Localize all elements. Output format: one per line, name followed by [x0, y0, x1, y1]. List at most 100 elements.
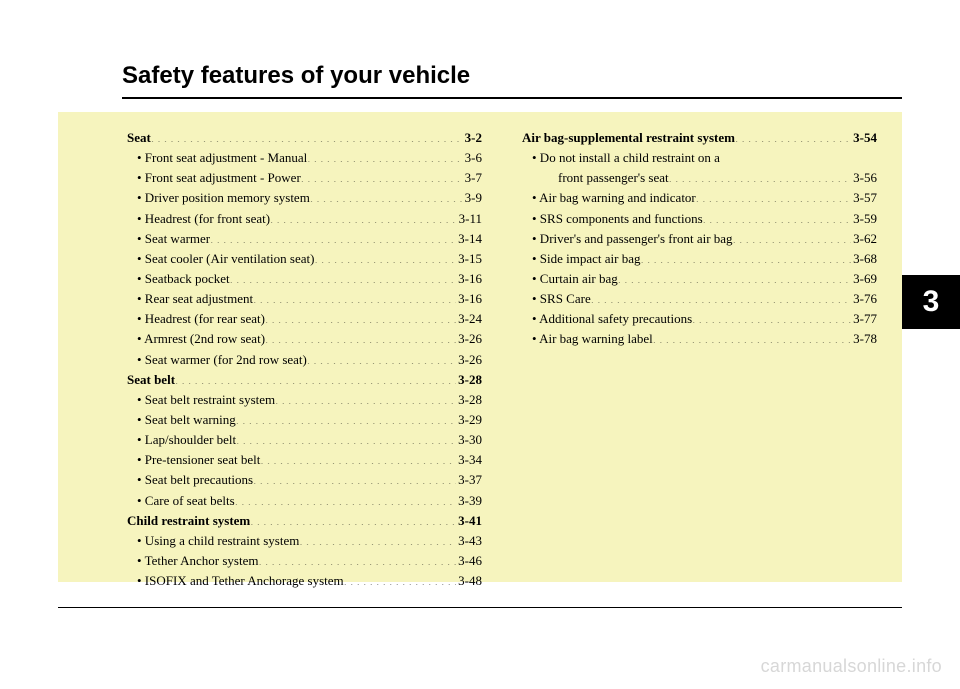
toc-leader-dots	[696, 189, 851, 202]
toc-label: • Seat belt warning	[137, 410, 236, 430]
toc-page-number: 3-41	[456, 511, 482, 531]
toc-entry: • Front seat adjustment - Power3-7	[127, 168, 482, 188]
toc-leader-dots	[175, 371, 456, 384]
toc-page-number: 3-69	[851, 269, 877, 289]
toc-column-right: Air bag-supplemental restraint system 3-…	[522, 128, 877, 591]
toc-page-number: 3-37	[456, 470, 482, 490]
toc-label: • SRS components and functions	[532, 209, 703, 229]
toc-entry: • Driver position memory system 3-9	[127, 188, 482, 208]
toc-entry: • Armrest (2nd row seat) 3-26	[127, 329, 482, 349]
toc-label: • Air bag warning label	[532, 329, 653, 349]
toc-leader-dots	[275, 391, 456, 404]
toc-leader-dots	[301, 169, 463, 182]
toc-page-number: 3-34	[456, 450, 482, 470]
toc-label: • Seat cooler (Air ventilation seat)	[137, 249, 314, 269]
title-underline	[122, 97, 902, 99]
toc-entry: Seat3-2	[127, 128, 482, 148]
toc-leader-dots	[253, 290, 456, 303]
watermark-text: carmanualsonline.info	[761, 656, 942, 677]
toc-leader-dots	[307, 351, 456, 364]
toc-label: • Care of seat belts	[137, 491, 235, 511]
toc-entry: • Additional safety precautions 3-77	[522, 309, 877, 329]
toc-entry: • SRS Care 3-76	[522, 289, 877, 309]
toc-entry: • ISOFIX and Tether Anchorage system 3-4…	[127, 571, 482, 591]
toc-entry: • Seat cooler (Air ventilation seat) 3-1…	[127, 249, 482, 269]
toc-label: Air bag-supplemental restraint system	[522, 128, 735, 148]
toc-leader-dots	[253, 471, 456, 484]
toc-leader-dots	[692, 310, 851, 323]
toc-columns: Seat3-2• Front seat adjustment - Manual …	[127, 128, 877, 591]
toc-label: • Additional safety precautions	[532, 309, 692, 329]
toc-label: • Air bag warning and indicator	[532, 188, 696, 208]
toc-label: • Tether Anchor system	[137, 551, 258, 571]
toc-leader-dots	[310, 189, 463, 202]
toc-label: • Pre-tensioner seat belt	[137, 450, 260, 470]
toc-entry: • Driver's and passenger's front air bag…	[522, 229, 877, 249]
toc-page-number: 3-77	[851, 309, 877, 329]
toc-page-number: 3-30	[456, 430, 482, 450]
toc-entry: • Headrest (for front seat) 3-11	[127, 209, 482, 229]
toc-label: • Headrest (for rear seat)	[137, 309, 265, 329]
toc-entry: • Do not install a child restraint on a	[522, 148, 877, 168]
toc-entry: • Seat belt warning 3-29	[127, 410, 482, 430]
toc-label: • ISOFIX and Tether Anchorage system	[137, 571, 344, 591]
toc-column-left: Seat3-2• Front seat adjustment - Manual …	[127, 128, 482, 591]
toc-label: • Rear seat adjustment	[137, 289, 253, 309]
toc-page-number: 3-24	[456, 309, 482, 329]
toc-page-number: 3-16	[456, 269, 482, 289]
toc-label: • SRS Care	[532, 289, 591, 309]
toc-leader-dots	[299, 532, 456, 545]
toc-page-number: 3-2	[463, 128, 482, 148]
toc-entry: front passenger's seat 3-56	[522, 168, 877, 188]
toc-page-number: 3-43	[456, 531, 482, 551]
toc-page-number: 3-26	[456, 350, 482, 370]
toc-label: • Headrest (for front seat)	[137, 209, 270, 229]
toc-entry: • SRS components and functions 3-59	[522, 209, 877, 229]
toc-page-number: 3-28	[456, 390, 482, 410]
toc-leader-dots	[258, 552, 456, 565]
toc-label: • Using a child restraint system	[137, 531, 299, 551]
toc-entry: • Air bag warning and indicator3-57	[522, 188, 877, 208]
toc-label: front passenger's seat	[558, 168, 669, 188]
toc-entry: • Pre-tensioner seat belt 3-34	[127, 450, 482, 470]
toc-page-number: 3-6	[463, 148, 482, 168]
toc-entry: • Curtain air bag 3-69	[522, 269, 877, 289]
toc-entry: • Seatback pocket 3-16	[127, 269, 482, 289]
toc-page-number: 3-29	[456, 410, 482, 430]
toc-label: • Driver's and passenger's front air bag	[532, 229, 733, 249]
toc-leader-dots	[265, 330, 456, 343]
toc-entry: • Tether Anchor system 3-46	[127, 551, 482, 571]
toc-label: • Seatback pocket	[137, 269, 230, 289]
chapter-tab: 3	[902, 275, 960, 329]
toc-page-number: 3-39	[456, 491, 482, 511]
toc-entry: • Air bag warning label 3-78	[522, 329, 877, 349]
toc-leader-dots	[733, 230, 852, 243]
toc-page-number: 3-26	[456, 329, 482, 349]
footer-rule	[58, 607, 902, 608]
toc-leader-dots	[250, 512, 456, 525]
toc-leader-dots	[270, 210, 457, 223]
toc-leader-dots	[210, 230, 456, 243]
toc-entry: • Seat warmer (for 2nd row seat) 3-26	[127, 350, 482, 370]
toc-entry: • Headrest (for rear seat) 3-24	[127, 309, 482, 329]
toc-leader-dots	[669, 169, 852, 182]
toc-page-number: 3-76	[851, 289, 877, 309]
toc-label: • Curtain air bag	[532, 269, 618, 289]
chapter-number: 3	[923, 285, 940, 319]
toc-leader-dots	[735, 129, 851, 142]
toc-entry: • Seat belt precautions 3-37	[127, 470, 482, 490]
toc-page-number: 3-78	[851, 329, 877, 349]
toc-entry: • Rear seat adjustment 3-16	[127, 289, 482, 309]
toc-page-number: 3-15	[456, 249, 482, 269]
toc-page-number: 3-62	[851, 229, 877, 249]
toc-leader-dots	[265, 310, 456, 323]
toc-label: • Seat belt restraint system	[137, 390, 275, 410]
toc-page-number: 3-16	[456, 289, 482, 309]
chapter-title: Safety features of your vehicle	[122, 62, 470, 90]
toc-leader-dots	[641, 250, 852, 263]
toc-leader-dots	[235, 492, 456, 505]
toc-leader-dots	[344, 572, 456, 585]
toc-page-number: 3-56	[851, 168, 877, 188]
toc-entry: • Side impact air bag 3-68	[522, 249, 877, 269]
toc-page-number: 3-54	[851, 128, 877, 148]
